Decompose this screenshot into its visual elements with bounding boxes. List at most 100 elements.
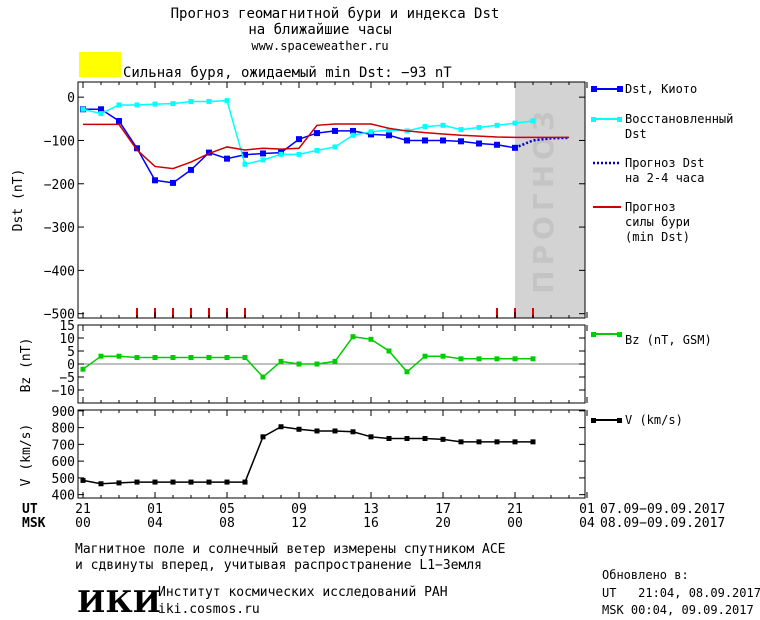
msk-tick-label: 16 bbox=[363, 516, 379, 531]
dst-ytick-label: 0 bbox=[67, 91, 75, 106]
bz-ytick-label: 15 bbox=[59, 319, 75, 334]
ut-date-range: 07.09−09.09.2017 bbox=[600, 502, 725, 517]
v-series-0-point bbox=[296, 426, 302, 432]
legend-v-label: V (km/s) bbox=[625, 413, 683, 427]
dst-series-1-point bbox=[80, 106, 86, 112]
msk-label: MSK bbox=[22, 516, 46, 531]
v-panel-frame bbox=[77, 409, 586, 499]
legend-reconstructed-dst-line1: Восстановленный bbox=[625, 112, 733, 126]
ut-tick-label: 09 bbox=[291, 502, 307, 517]
iki-logo: ИКИ bbox=[77, 585, 161, 620]
bz-series-0-point bbox=[206, 355, 212, 360]
dst-series-1-point bbox=[386, 127, 392, 133]
dst-series-1-point bbox=[152, 101, 158, 107]
bz-series-0-point bbox=[494, 356, 500, 362]
legend-storm-forecast-line1: Прогноз bbox=[625, 200, 676, 214]
dst-series-0-point bbox=[242, 151, 248, 158]
dst-series-0-point bbox=[224, 155, 230, 162]
ut-tick-label: 17 bbox=[435, 502, 451, 517]
dst-series-1-point bbox=[116, 102, 122, 108]
dst-series-0-point bbox=[458, 138, 464, 145]
v-series-0-point bbox=[206, 479, 212, 485]
dst-series-1-point bbox=[242, 161, 248, 167]
v-ytick-label: 900 bbox=[52, 405, 75, 420]
ut-tick-label: 13 bbox=[363, 502, 379, 517]
bz-series-0-point bbox=[458, 356, 464, 362]
legend-v: V (km/s) bbox=[591, 413, 683, 427]
legend-bz: Bz (nT, GSM) bbox=[591, 332, 712, 347]
dst-series-1-point bbox=[422, 124, 428, 130]
v-series-0-point bbox=[512, 439, 518, 445]
updated-ut: UT 21:04, 08.09.2017 bbox=[602, 586, 760, 600]
v-series-0-point bbox=[242, 479, 248, 485]
institute-website[interactable]: iki.cosmos.ru bbox=[158, 602, 260, 617]
dst-series-0-point bbox=[422, 137, 428, 144]
legend-storm-forecast-label: Прогноз силы бури (min Dst) bbox=[625, 200, 697, 244]
dst-series-1-point bbox=[476, 124, 482, 130]
v-series-0-point bbox=[530, 439, 536, 445]
dst-ytick-label: −100 bbox=[44, 134, 75, 149]
legend-reconstructed-dst: Восстановленный Dst bbox=[591, 112, 733, 141]
bz-series-0-point bbox=[80, 366, 86, 372]
dst-series-1-point bbox=[458, 127, 464, 133]
v-series-0-point bbox=[404, 435, 410, 441]
msk-tick-label: 00 bbox=[507, 516, 523, 531]
dst-series-1-point bbox=[440, 122, 446, 128]
v-series-0-point bbox=[386, 435, 392, 441]
v-series-0-point bbox=[350, 429, 356, 435]
v-series-0-point bbox=[116, 480, 122, 486]
v-ytick-label: 700 bbox=[52, 438, 75, 453]
legend: Dst, Киото Восстановленный Dst Прогноз D… bbox=[591, 82, 733, 427]
dst-series-0-point bbox=[134, 145, 140, 152]
v-series-0-point bbox=[494, 439, 500, 445]
dst-series-0-point bbox=[116, 117, 122, 124]
msk-tick-label: 00 bbox=[75, 516, 91, 531]
legend-dst-forecast-line2: на 2-4 часа bbox=[625, 171, 704, 185]
legend-dst-kyoto-label: Dst, Киото bbox=[625, 82, 697, 96]
v-series-0-line bbox=[82, 425, 533, 485]
v-series-0-point bbox=[458, 439, 464, 445]
msk-tick-label: 08 bbox=[219, 516, 235, 531]
v-ytick-label: 500 bbox=[52, 472, 75, 487]
dst-series-0-point bbox=[350, 127, 356, 134]
v-series-0-point bbox=[440, 436, 446, 442]
bz-ytick-label: −10 bbox=[52, 384, 75, 399]
dst-series-0-point bbox=[332, 127, 338, 134]
dst-series-1-point bbox=[134, 102, 140, 108]
dst-series-1-point bbox=[512, 120, 518, 126]
bz-series-0-point bbox=[476, 356, 482, 362]
dst-series-1-point bbox=[314, 147, 320, 153]
msk-tick-label: 04 bbox=[147, 516, 163, 531]
bz-series-0-point bbox=[422, 353, 428, 359]
bz-series-0-point bbox=[278, 358, 284, 364]
storm-level-swatch bbox=[79, 52, 121, 77]
dst-series-1-point bbox=[278, 151, 284, 157]
dst-series-0-point bbox=[98, 106, 104, 113]
bz-ytick-label: 0 bbox=[67, 358, 75, 373]
legend-dst-forecast-label: Прогноз Dst на 2-4 часа bbox=[625, 156, 712, 185]
bz-series-0-point bbox=[134, 355, 140, 360]
dst-series-1-point bbox=[530, 118, 536, 124]
legend-dst-forecast-line1: Прогноз Dst bbox=[625, 156, 704, 170]
legend-storm-forecast-line3: (min Dst) bbox=[625, 230, 690, 244]
bz-series-0-point bbox=[170, 355, 176, 360]
v-series-0-point bbox=[152, 479, 158, 485]
bz-series-0-point bbox=[98, 353, 104, 359]
dst-ytick-label: −300 bbox=[44, 221, 75, 236]
v-series-0-point bbox=[224, 479, 230, 485]
v-series-0-point bbox=[368, 434, 374, 440]
msk-date-range: 08.09−09.09.2017 bbox=[600, 516, 725, 531]
v-y-label: V (km/s) bbox=[19, 424, 34, 487]
dst-series-1-point bbox=[332, 144, 338, 150]
legend-marker bbox=[591, 117, 596, 122]
legend-marker bbox=[617, 418, 622, 423]
bz-series-0-point bbox=[368, 336, 374, 342]
forecast-band-label: ПРОГНОЗ bbox=[527, 106, 560, 294]
bz-series-0-line bbox=[82, 335, 533, 379]
v-series-0-point bbox=[134, 479, 140, 485]
bz-series-0-point bbox=[152, 355, 158, 360]
title-line-1: Прогноз геомагнитной бури и индекса Dst bbox=[171, 6, 500, 22]
dst-ytick-label: −200 bbox=[44, 178, 75, 193]
source-url[interactable]: www.spaceweather.ru bbox=[251, 39, 388, 53]
msk-tick-label: 12 bbox=[291, 516, 307, 531]
